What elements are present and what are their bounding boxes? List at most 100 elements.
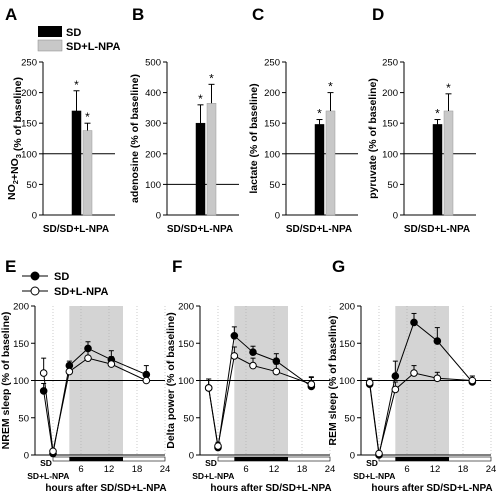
data-point (391, 385, 400, 394)
y-tick-label: 100 (339, 376, 355, 387)
series-line (208, 355, 312, 447)
x-axis-label: hours after SD/SD+L-NPA (45, 483, 166, 493)
y-tick-label: 150 (178, 339, 194, 350)
data-point (365, 378, 374, 387)
panel-label: D (372, 5, 384, 24)
dark-period-bar (69, 457, 123, 461)
x-axis-label: SD/SD+L-NPA (167, 224, 233, 235)
data-point (230, 332, 239, 340)
y-tick-label: 0 (24, 451, 29, 462)
panel-label: G (332, 257, 345, 276)
data-point (410, 369, 418, 377)
series-sdl (365, 365, 477, 458)
data-point (214, 442, 222, 450)
data-point (49, 447, 57, 456)
bar-sd (432, 124, 443, 216)
series-line (43, 347, 147, 454)
data-point (375, 449, 383, 458)
x-sd-label: SD (205, 458, 217, 468)
y-tick-label: 150 (382, 119, 398, 130)
y-tick-label: 150 (21, 119, 37, 130)
x-axis-label: hours after SD/SD+L-NPA (371, 483, 492, 493)
y-tick-label: 0 (189, 451, 194, 462)
y-tick-label: 100 (145, 180, 161, 191)
y-tick-label: 200 (21, 88, 37, 99)
y-axis-label-part: 2 (11, 180, 20, 184)
data-point (142, 376, 151, 385)
x-tick-label: 6 (404, 464, 409, 475)
x-tick-label: 24 (325, 464, 336, 475)
bar-sd (71, 110, 82, 216)
panel-label: F (172, 257, 182, 276)
data-point (410, 318, 418, 327)
data-point (307, 380, 316, 389)
y-tick-label: 200 (145, 149, 161, 160)
y-tick-label: 0 (275, 211, 280, 222)
data-point (272, 357, 281, 365)
data-point (272, 367, 281, 376)
y-tick-label: 50 (183, 413, 194, 424)
y-tick-label: 200 (13, 302, 29, 313)
y-axis-label: lactate (% of baseline) (248, 83, 260, 193)
panel-label: B (132, 5, 144, 24)
panel-e: E 0 50 100 150 200 6 12 18 24 SD SD+L-NPA hours afte… (0, 257, 170, 493)
dark-period-bar (234, 457, 288, 461)
panel-label: A (5, 5, 17, 24)
x-tick-label: 6 (78, 464, 83, 475)
x-sd-label: SD (366, 458, 378, 468)
y-tick-label: 0 (350, 451, 355, 462)
x-tick-label: 18 (132, 464, 143, 475)
bar-sdl (82, 130, 93, 216)
y-tick-label: 50 (26, 180, 37, 191)
y-tick-label: 200 (339, 302, 355, 313)
dark-period-bar (395, 457, 449, 461)
y-tick-label: 200 (264, 88, 280, 99)
y-tick-label: 0 (32, 211, 37, 222)
series-line (369, 372, 473, 454)
data-point (468, 376, 477, 385)
legend-top: SD SD+L-NPA (37, 26, 121, 53)
y-tick-label: 50 (344, 413, 355, 424)
x-tick-label: 12 (104, 464, 115, 475)
y-tick-label: 100 (21, 149, 37, 160)
y-tick-label: 0 (156, 211, 161, 222)
x-tick-label: 12 (430, 464, 441, 475)
data-point (433, 337, 442, 345)
y-axis-label-part: +NO (9, 158, 21, 180)
x-axis-label: SD/SD+L-NPA (286, 224, 352, 235)
y-tick-label: 0 (393, 211, 398, 222)
y-axis-label: pyruvate (% of baseline) (367, 78, 379, 199)
y-tick-label: 250 (21, 58, 37, 69)
x-sd-label: SD (40, 458, 52, 468)
significance-star: * (209, 71, 214, 85)
panel-c: C 0 50 100 150 200 250 * * SD/SD+L-NPA lactate (% … (248, 5, 358, 235)
data-point (391, 372, 400, 380)
y-tick-label: 100 (13, 376, 29, 387)
y-tick-label: 500 (145, 58, 161, 69)
y-axis-label-part: NO (6, 184, 18, 200)
y-tick-label: 100 (264, 149, 280, 160)
significance-star: * (85, 110, 90, 124)
y-tick-label: 50 (18, 413, 29, 424)
y-axis-label: REM sleep (% of baseline) (327, 315, 339, 445)
legend-label-sd: SD (66, 27, 81, 39)
data-point (204, 384, 213, 392)
legend-label-sdl-bottom: SD+L-NPA (54, 286, 109, 298)
panel-d: D 0 50 100 150 200 250 * * SD/SD+L-NPA pyruvate (%… (367, 5, 476, 235)
x-axis-label: SD/SD+L-NPA (43, 224, 109, 235)
y-axis-label: adenosine (% of baseline) (129, 74, 141, 203)
bar-sdl (325, 110, 336, 216)
x-tick-label: 24 (160, 464, 171, 475)
y-tick-label: 50 (269, 180, 280, 191)
panel-label: C (252, 5, 264, 24)
panel-f: F 0 50 100 150 200 6 12 18 24 SD SD+L-NPA hours afte… (165, 257, 335, 493)
y-axis-label: NREM sleep (% of baseline) (0, 312, 12, 450)
significance-star: * (435, 107, 440, 121)
bar-sdl (206, 103, 217, 216)
y-tick-label: 250 (264, 58, 280, 69)
data-point (433, 374, 442, 383)
y-tick-label: 150 (339, 339, 355, 350)
legend-swatch-sd (38, 26, 62, 37)
data-point (249, 348, 257, 356)
series-sdl (204, 346, 316, 450)
